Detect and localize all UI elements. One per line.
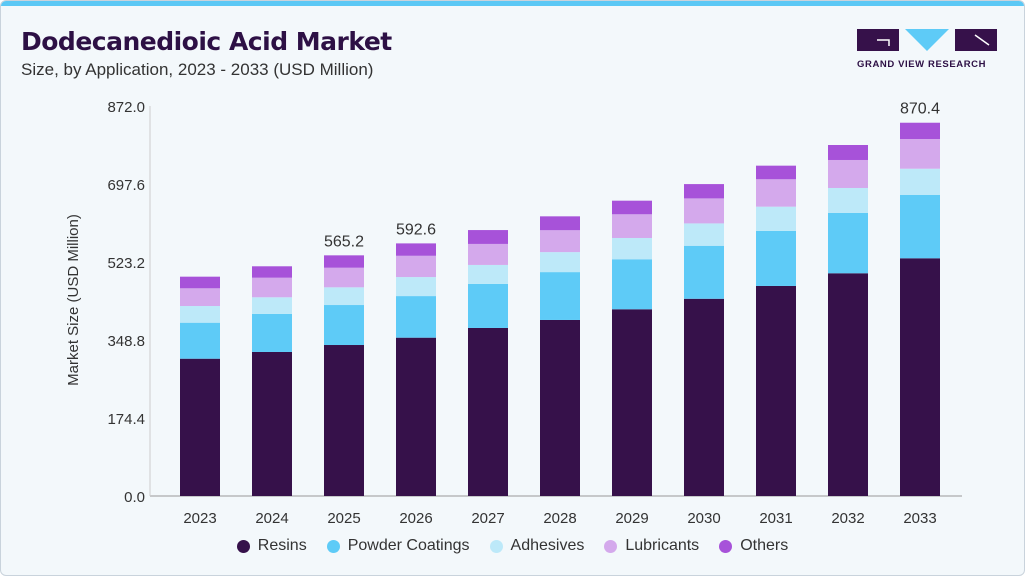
legend-swatch xyxy=(719,539,733,553)
bar-segment-others xyxy=(756,165,796,180)
x-tick-label: 2024 xyxy=(255,510,288,527)
bar-segment-adhesives xyxy=(684,223,724,246)
bar-segment-others xyxy=(900,122,940,140)
legend-item: Lubricants xyxy=(604,537,699,555)
y-tick-label: 523.2 xyxy=(107,255,145,272)
bar-segment-powder-coatings xyxy=(252,313,292,352)
bar-segment-powder-coatings xyxy=(756,230,796,286)
legend-swatch xyxy=(326,539,340,553)
y-tick-label: 174.4 xyxy=(107,411,145,428)
legend-swatch xyxy=(489,539,503,553)
bar-segment-powder-coatings xyxy=(828,212,868,274)
bar-segment-resins xyxy=(612,309,652,496)
legend-label: Powder Coatings xyxy=(347,537,470,554)
logo-text: GRAND VIEW RESEARCH xyxy=(857,59,987,70)
bar-segment-lubricants xyxy=(756,179,796,207)
chart-subtitle: Size, by Application, 2023 - 2033 (USD M… xyxy=(21,60,374,79)
bar-segment-resins xyxy=(396,337,436,496)
bar-segment-others xyxy=(828,145,868,160)
x-tick-label: 2030 xyxy=(687,510,720,527)
bar-segment-lubricants xyxy=(612,214,652,238)
x-tick-label: 2027 xyxy=(471,510,504,527)
bar-segment-lubricants xyxy=(324,267,364,288)
legend-label: Resins xyxy=(257,537,307,554)
bar-segment-powder-coatings xyxy=(180,322,220,359)
bar-segment-resins xyxy=(540,319,580,496)
x-tick-label: 2033 xyxy=(903,510,936,527)
bar-segment-adhesives xyxy=(396,277,436,297)
bar-segment-others xyxy=(252,266,292,278)
bar-segment-others xyxy=(324,255,364,268)
bar-segment-adhesives xyxy=(468,264,508,284)
bar-segment-resins xyxy=(180,358,220,496)
legend-swatch xyxy=(604,539,618,553)
bar-segment-lubricants xyxy=(396,255,436,278)
bar-segment-resins xyxy=(828,273,868,496)
bar-segment-others xyxy=(684,184,724,199)
grand-view-research-logo xyxy=(857,29,997,51)
bar-segment-lubricants xyxy=(828,159,868,188)
bar-segment-adhesives xyxy=(252,297,292,314)
bar-segment-others xyxy=(396,243,436,256)
chart-title: Dodecanedioic Acid Market xyxy=(21,27,392,56)
bar-segment-powder-coatings xyxy=(324,305,364,346)
bar-segment-resins xyxy=(684,298,724,496)
y-tick-label: 0.0 xyxy=(124,489,145,506)
x-tick-label: 2029 xyxy=(615,510,648,527)
bar-segment-powder-coatings xyxy=(468,283,508,328)
legend: Resins Powder Coatings Adhesives Lubricants… xyxy=(0,537,1025,555)
bar-segment-lubricants xyxy=(252,277,292,298)
bar-segment-adhesives xyxy=(540,252,580,273)
bar-segment-adhesives xyxy=(180,306,220,323)
legend-label: Lubricants xyxy=(625,537,700,554)
x-tick-label: 2028 xyxy=(543,510,576,527)
bar-segment-powder-coatings xyxy=(396,296,436,338)
bar-segment-powder-coatings xyxy=(684,245,724,299)
bar-segment-powder-coatings xyxy=(540,272,580,320)
bar-segment-adhesives xyxy=(324,287,364,306)
data-label: 870.4 xyxy=(900,101,940,118)
bar-segment-adhesives xyxy=(828,187,868,213)
bar-segment-lubricants xyxy=(684,198,724,224)
bar-segment-others xyxy=(180,276,220,289)
bar-segment-powder-coatings xyxy=(612,259,652,310)
bar-segment-others xyxy=(468,230,508,244)
y-tick-label: 348.8 xyxy=(107,333,145,350)
x-tick-label: 2025 xyxy=(327,510,360,527)
y-tick-label: 872.0 xyxy=(107,99,145,116)
y-axis-label: Market Size (USD Million) xyxy=(65,214,82,386)
top-accent-stripe xyxy=(1,1,1024,6)
bar-segment-lubricants xyxy=(900,139,940,169)
data-label: 565.2 xyxy=(324,233,364,250)
bar-segment-others xyxy=(612,200,652,215)
bar-segment-adhesives xyxy=(756,206,796,231)
bar-segment-resins xyxy=(324,345,364,496)
legend-label: Others xyxy=(740,537,789,554)
bar-segment-resins xyxy=(900,258,940,496)
bar-segment-adhesives xyxy=(900,168,940,196)
legend-item: Powder Coatings xyxy=(326,537,470,555)
bar-segment-lubricants xyxy=(540,230,580,253)
legend-item: Adhesives xyxy=(489,537,585,555)
y-tick-label: 697.6 xyxy=(107,177,145,194)
legend-item: Others xyxy=(719,537,788,555)
x-tick-label: 2032 xyxy=(831,510,864,527)
bar-segment-lubricants xyxy=(468,243,508,265)
legend-swatch xyxy=(236,539,250,553)
bar-segment-others xyxy=(540,216,580,231)
legend-item: Resins xyxy=(236,537,307,555)
x-tick-label: 2023 xyxy=(183,510,216,527)
bar-segment-resins xyxy=(252,351,292,496)
legend-label: Adhesives xyxy=(510,537,585,554)
bar-segment-resins xyxy=(756,285,796,496)
bar-segment-resins xyxy=(468,327,508,496)
bar-segment-adhesives xyxy=(612,237,652,260)
data-label: 592.6 xyxy=(396,221,436,238)
bar-segment-lubricants xyxy=(180,288,220,307)
x-tick-label: 2031 xyxy=(759,510,792,527)
x-tick-label: 2026 xyxy=(399,510,432,527)
bar-segment-powder-coatings xyxy=(900,195,940,259)
